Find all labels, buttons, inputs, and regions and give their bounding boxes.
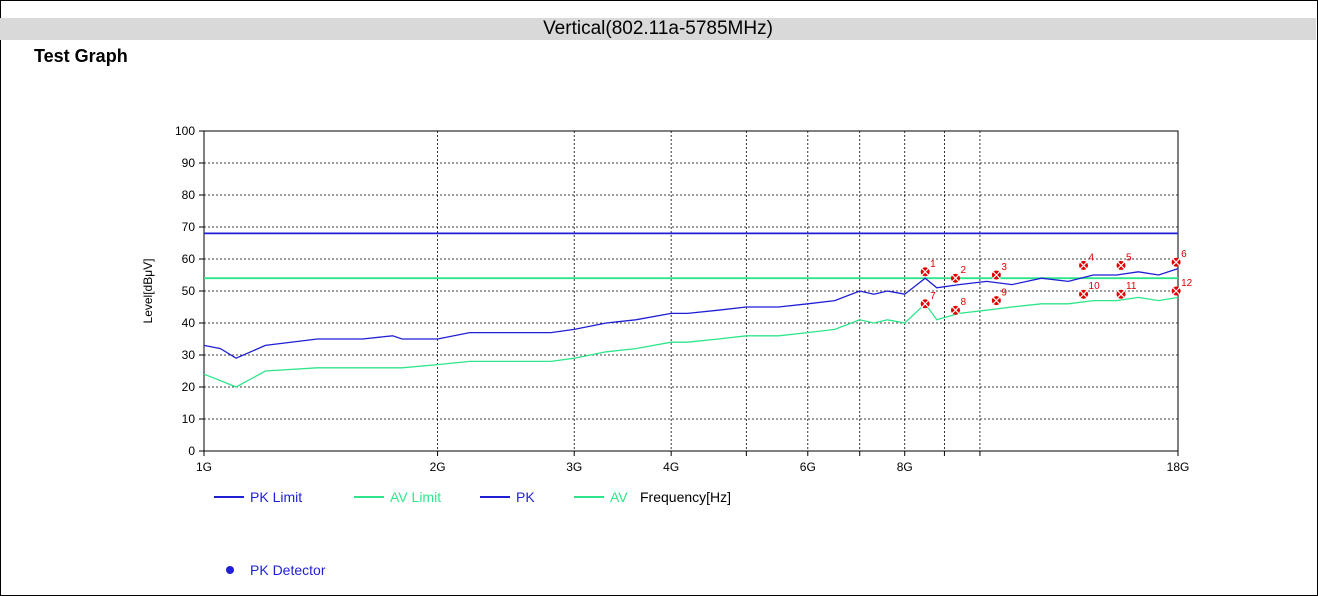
peak-marker-cross <box>991 296 1001 306</box>
y-tick-label: 100 <box>175 124 195 138</box>
x-tick-label: 18G <box>1167 460 1190 474</box>
peak-marker-cross <box>920 267 930 277</box>
x-tick-label: 3G <box>566 460 582 474</box>
y-tick-label: 80 <box>182 188 196 202</box>
marker-label: 4 <box>1089 252 1095 263</box>
marker-label: 7 <box>930 291 936 302</box>
marker-label: 1 <box>930 259 936 270</box>
y-axis-label: Level[dBμV] <box>141 259 155 324</box>
marker-label: 5 <box>1126 252 1132 263</box>
legend-label: PK Limit <box>250 489 302 505</box>
x-tick-label: 4G <box>663 460 679 474</box>
y-tick-label: 30 <box>182 348 196 362</box>
y-tick-label: 0 <box>188 444 195 458</box>
peak-marker-cross <box>1116 260 1126 270</box>
peak-marker-cross <box>951 305 960 315</box>
detector-dot <box>226 566 234 574</box>
peak-marker-cross <box>1079 260 1088 270</box>
page-title: Vertical(802.11a-5785MHz) <box>0 18 1316 40</box>
peak-marker-cross <box>920 299 930 309</box>
x-tick-label: 2G <box>430 460 446 474</box>
peak-marker-cross <box>1171 286 1181 296</box>
marker-label: 9 <box>1001 288 1007 299</box>
marker-label: 12 <box>1181 278 1193 289</box>
x-tick-label: 1G <box>196 460 212 474</box>
series-line-pk <box>203 267 1179 359</box>
y-tick-label: 50 <box>182 284 196 298</box>
peak-marker-cross <box>991 270 1001 280</box>
peak-marker-cross <box>951 273 960 283</box>
x-tick-label: 8G <box>897 460 913 474</box>
peak-marker-cross <box>1116 289 1126 299</box>
plot-area <box>203 130 1179 452</box>
y-tick-label: 70 <box>182 220 196 234</box>
marker-label: 10 <box>1089 281 1101 292</box>
marker-label: 8 <box>960 297 966 308</box>
x-axis-label: Frequency[Hz] <box>640 489 731 505</box>
y-tick-label: 10 <box>182 412 196 426</box>
detector-label: PK Detector <box>250 562 326 578</box>
x-tick-label: 6G <box>800 460 816 474</box>
marker-label: 3 <box>1001 262 1007 273</box>
y-tick-label: 20 <box>182 380 196 394</box>
marker-label: 6 <box>1181 249 1187 260</box>
section-title: Test Graph <box>34 46 128 66</box>
report-header: Vertical(802.11a-5785MHz) <box>0 0 1316 40</box>
marker-label: 11 <box>1126 281 1137 292</box>
y-tick-label: 40 <box>182 316 196 330</box>
peak-marker-cross <box>1171 257 1181 267</box>
peak-marker-cross <box>1079 289 1088 299</box>
legend-label: AV <box>610 489 628 505</box>
legend-label: PK <box>516 489 535 505</box>
legend-label: AV Limit <box>390 489 441 505</box>
series-line-av <box>203 296 1179 388</box>
marker-label: 2 <box>960 265 966 276</box>
y-tick-label: 60 <box>182 252 196 266</box>
y-tick-label: 90 <box>182 156 196 170</box>
